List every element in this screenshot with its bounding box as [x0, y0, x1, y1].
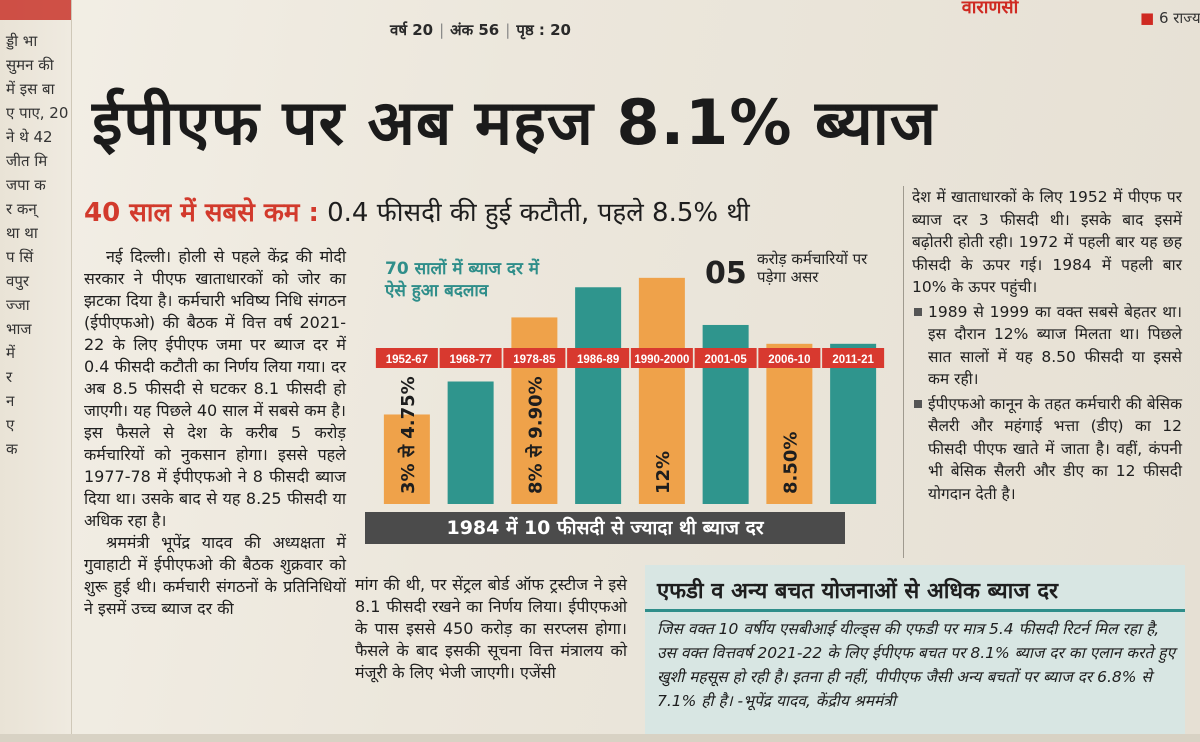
category-tag — [503, 348, 566, 368]
page-label: पृष्ठ : 20 — [516, 21, 571, 39]
clipped-text-fragment: भाज — [6, 320, 32, 338]
clipped-text-fragment: ए पाए, 20 — [6, 104, 69, 122]
category-tag — [567, 348, 630, 368]
article-paragraph-3: मांग की थी, पर सेंट्रल बोर्ड ऑफ ट्रस्टीज… — [355, 575, 627, 682]
clipped-text-fragment: था था — [6, 224, 38, 242]
category-label: 2001-05 — [705, 354, 748, 366]
category-label: 1968-77 — [450, 354, 492, 366]
clipped-text-fragment: ने थे 42 — [6, 128, 53, 146]
bar-value-label: 3% से 4.75% — [397, 376, 419, 494]
category-label: 1986-89 — [577, 354, 619, 366]
callout-number: 05 — [705, 256, 747, 291]
quote-box-text: जिस वक्त 10 वर्षीय एसबीआई यील्ड्स की एफड… — [657, 620, 1176, 710]
clipped-text-fragment: प सिं — [6, 248, 34, 266]
article-left-column: नई दिल्ली। होली से पहले केंद्र की मोदी स… — [84, 246, 346, 620]
masthead-info: वर्ष 20 | अंक 56 | पृष्ठ : 20 — [390, 21, 571, 39]
category-label: 2011-21 — [832, 354, 874, 366]
quote-box-rule — [645, 609, 1185, 612]
quote-box-title: एफडी व अन्य बचत योजनाओं से अधिक ब्याज दर — [657, 579, 1059, 604]
bullet-icon: ■ — [1140, 9, 1155, 27]
quote-box: एफडी व अन्य बचत योजनाओं से अधिक ब्याज दर… — [645, 565, 1185, 735]
clipped-text-fragment: ए — [6, 416, 15, 434]
subheadline-lead: 40 साल में सबसे कम : — [84, 198, 319, 228]
category-tag — [630, 348, 693, 368]
clipped-text-fragment: ज्जा — [6, 296, 30, 314]
sidebar-column: देश में खाताधारकों के लिए 1952 में पीएफ … — [912, 186, 1182, 505]
category-tag — [694, 348, 757, 368]
issue-label: अंक 56 — [450, 21, 500, 39]
chart-bar — [447, 381, 494, 504]
clipped-text-fragment: में — [6, 344, 15, 362]
chart-footer: 1984 में 10 फीसदी से ज्यादा थी ब्याज दर — [365, 512, 845, 544]
subheadline-rest: 0.4 फीसदी की हुई कटौती, पहले 8.5% थी — [318, 198, 750, 228]
category-label: 1990-2000 — [634, 354, 689, 366]
sidebar-bullet-2: ईपीएफओ कानून के तहत कर्मचारी की बेसिक सै… — [912, 393, 1182, 506]
clipped-text-fragment: सुमन की — [6, 56, 54, 74]
clipped-text-fragment: वपुर — [6, 272, 29, 290]
page-edge — [0, 734, 1200, 742]
year-label: वर्ष 20 — [390, 21, 434, 39]
category-label: 2006-10 — [768, 354, 810, 366]
category-tag — [822, 348, 885, 368]
clipped-text-fragment: र — [6, 368, 13, 386]
chart-bar — [638, 277, 685, 504]
headline: ईपीएफ पर अब महज 8.1% ब्याज — [92, 86, 937, 159]
bar-value-label: 8.50% — [780, 432, 801, 494]
category-tag — [439, 348, 502, 368]
category-label: 1978-85 — [513, 354, 556, 366]
sidebar-intro: देश में खाताधारकों के लिए 1952 में पीएफ … — [912, 188, 1182, 296]
chart-svg: 1952-67 3% से 4.75% 1968-77 1978-85 8% से 9.… — [375, 277, 885, 504]
column-divider — [903, 186, 904, 558]
article-paragraph-2: श्रममंत्री भूपेंद्र यादव की अध्यक्षता मे… — [84, 533, 346, 618]
states-text: 6 राज्य — [1158, 9, 1200, 27]
city-label: वाराणसी — [961, 0, 1019, 18]
clipped-text-fragment: जीत मि — [6, 152, 48, 170]
chart-bar — [766, 343, 813, 504]
article-mid-column: मांग की थी, पर सेंट्रल बोर्ड ऑफ ट्रस्टीज… — [355, 574, 627, 684]
category-tag — [758, 348, 821, 368]
states-label: ■ 6 राज्य — [1140, 8, 1200, 28]
subheadline: 40 साल में सबसे कम : 0.4 फीसदी की हुई कट… — [84, 196, 750, 230]
article-paragraph-1: नई दिल्ली। होली से पहले केंद्र की मोदी स… — [84, 247, 346, 530]
chart-title: 70 सालों में ब्याज दर में ऐसे हुआ बदलाव — [385, 259, 539, 301]
sidebar-bullet-1: 1989 से 1999 का वक्त सबसे बेहतर था। इस द… — [912, 301, 1182, 391]
chart-bar — [830, 343, 877, 504]
bar-value-label: 12% — [653, 451, 674, 494]
interest-rate-chart: 1952-67 3% से 4.75% 1968-77 1978-85 8% से 9.… — [355, 246, 900, 546]
adjacent-red-band — [0, 0, 71, 20]
clipped-text-fragment: र कन् — [6, 200, 37, 218]
clipped-text-fragment: क — [6, 440, 18, 458]
chart-bar — [575, 287, 622, 504]
clipped-text-fragment: ड्डी भा — [6, 32, 38, 50]
clipped-text-fragment: जपा क — [6, 176, 46, 194]
callout-text: करोड़ कर्मचारियों पर पड़ेगा असर — [757, 250, 868, 286]
category-label: 1952-67 — [386, 354, 428, 366]
adjacent-column-clipped: ड्डी भा सुमन की में इस बा ए पाए, 20 ने थे 42… — [0, 0, 72, 742]
bar-value-label: 8% से 9.90% — [524, 376, 546, 494]
category-tag — [375, 348, 438, 368]
chart-bar — [383, 414, 430, 504]
clipped-text-fragment: में इस बा — [6, 80, 55, 98]
clipped-text-fragment: न — [6, 392, 15, 410]
